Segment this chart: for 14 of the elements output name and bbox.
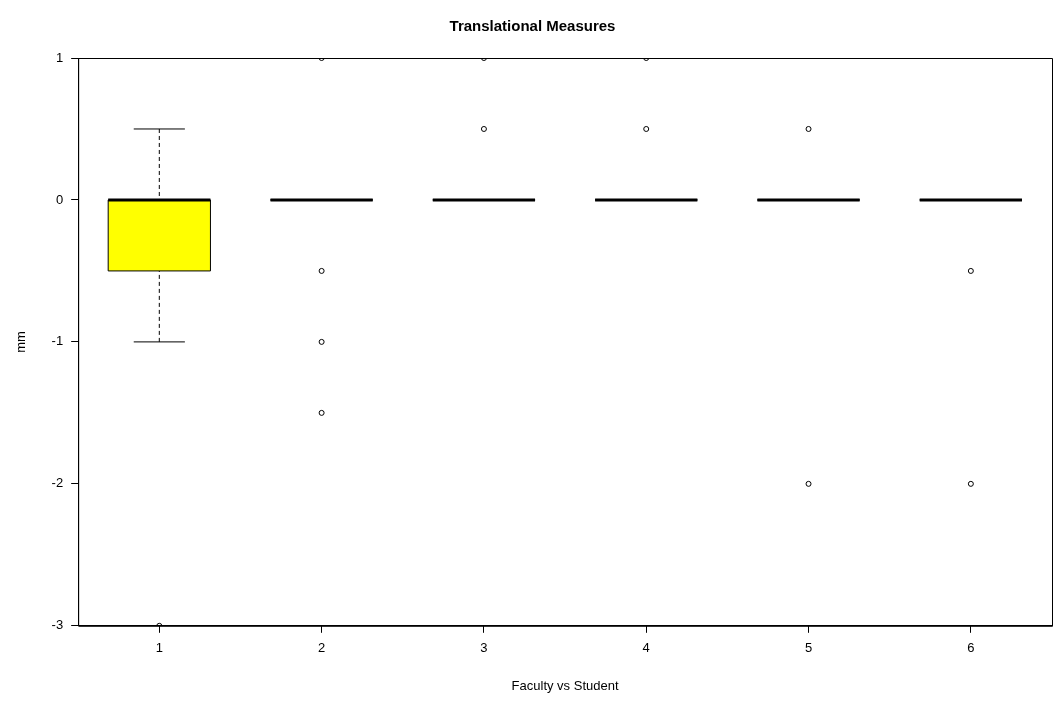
y-tick-label: 1 (55, 49, 64, 65)
x-tick-label: 4 (642, 640, 650, 656)
chart-title: Translational Measures (449, 17, 616, 35)
x-tick-label: 1 (155, 640, 163, 656)
x-axis-title: Faculty vs Student (511, 677, 619, 693)
x-tick-label: 3 (480, 640, 488, 656)
y-tick-label: -3 (51, 617, 64, 633)
y-tick-label: -1 (51, 333, 64, 349)
y-axis-title: mm (13, 331, 29, 353)
y-tick-label: -2 (51, 475, 64, 491)
y-tick-label: 0 (55, 191, 64, 207)
x-tick-label: 6 (967, 640, 975, 656)
x-tick-label: 2 (318, 640, 326, 656)
x-tick-label: 5 (804, 640, 813, 656)
